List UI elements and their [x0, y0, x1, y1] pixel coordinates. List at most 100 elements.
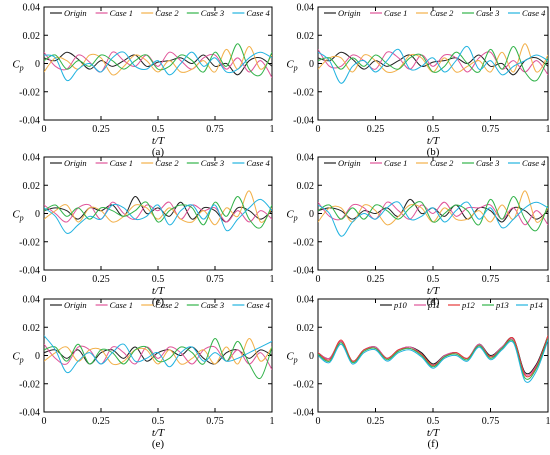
x-tick-label: 0.25 [92, 416, 110, 427]
y-tick-label: 0.02 [297, 181, 315, 192]
panel-caption: (e) [152, 438, 165, 450]
series-line-p13 [318, 338, 548, 380]
x-tick-label: 0.25 [367, 274, 385, 285]
legend-label: Origin [64, 158, 87, 168]
x-tick-label: 0.5 [152, 416, 165, 427]
y-tick-label: 0.02 [297, 31, 315, 42]
y-tick-label: 0.04 [23, 3, 41, 14]
plot-frame [43, 156, 273, 271]
legend-label: Case 2 [155, 8, 179, 18]
x-tick-label: 0.5 [427, 124, 440, 135]
x-tick-label: 1 [270, 416, 275, 427]
series-line-case-3 [44, 43, 272, 77]
y-axis-label: Cp [286, 59, 297, 73]
chart-c: 0.040.020-0.02-0.040 0.25 0.5 0.75 1Cpt/T(c)… [12, 153, 274, 309]
legend-label: Case 2 [430, 8, 454, 18]
y-axis-label: Cp [12, 59, 23, 73]
y-tick-label: 0 [35, 351, 40, 362]
legend-label: Case 1 [384, 158, 407, 168]
x-tick-label: 1 [270, 124, 275, 135]
legend-label: p10 [393, 300, 408, 310]
series-line-case-3 [44, 196, 272, 229]
legend-label: Case 3 [201, 8, 224, 18]
series-line-case-1 [44, 51, 272, 78]
panel-caption: (f) [428, 438, 439, 450]
x-tick-label: 0.25 [367, 124, 385, 135]
y-tick-label: 0 [309, 209, 314, 220]
series-line-case-1 [318, 49, 548, 76]
chart-d: 0.040.020-0.02-0.040 0.25 0.5 0.75 1Cpt/T(d)… [286, 153, 550, 309]
y-tick-label: 0.04 [297, 3, 315, 14]
plot-frame [317, 6, 549, 121]
legend-label: Origin [338, 158, 361, 168]
legend-label: Case 4 [522, 158, 546, 168]
legend-label: Case 2 [155, 300, 179, 310]
x-tick-label: 0 [42, 124, 47, 135]
x-axis-label: t/T [427, 427, 440, 439]
x-tick-label: 0 [316, 124, 321, 135]
x-tick-label: 0.25 [92, 124, 110, 135]
y-tick-label: -0.04 [19, 408, 40, 419]
legend-label: Case 3 [476, 8, 499, 18]
legend-label: Origin [338, 8, 361, 18]
x-tick-label: 1 [546, 416, 550, 427]
legend-label: Case 4 [246, 8, 270, 18]
x-tick-label: 0.75 [482, 274, 500, 285]
series-line-case-3 [44, 338, 272, 380]
y-tick-label: 0.04 [23, 295, 41, 306]
chart-e: 0.040.020-0.02-0.040 0.25 0.5 0.75 1Cpt/T(e)… [12, 295, 274, 451]
x-tick-label: 0.5 [152, 274, 165, 285]
x-tick-label: 0.75 [206, 416, 224, 427]
y-axis-label: Cp [286, 209, 297, 223]
x-tick-label: 0.5 [152, 124, 165, 135]
plot-frame [43, 298, 273, 413]
y-tick-label: 0.04 [297, 295, 315, 306]
legend-label: Case 2 [155, 158, 179, 168]
x-tick-label: 0.25 [367, 416, 385, 427]
plot-frame [43, 6, 273, 121]
series-line-p14 [318, 339, 548, 383]
x-axis-label: t/T [427, 285, 440, 297]
x-tick-label: 1 [546, 274, 550, 285]
series-line-case-2 [44, 338, 272, 366]
chart-b: 0.040.020-0.02-0.040 0.25 0.5 0.75 1Cpt/T(b)… [286, 3, 550, 159]
legend-label: Origin [64, 8, 87, 18]
y-tick-label: 0.04 [23, 153, 41, 164]
series-line-origin [44, 51, 272, 76]
legend-label: Case 4 [522, 8, 546, 18]
x-tick-label: 0.5 [427, 416, 440, 427]
legend-label: Case 1 [384, 8, 407, 18]
x-tick-label: 0 [42, 274, 47, 285]
y-tick-label: -0.02 [293, 379, 314, 390]
series-line-case-4 [44, 51, 272, 82]
x-tick-label: 0.75 [482, 124, 500, 135]
x-tick-label: 0 [42, 416, 47, 427]
plot-frame [317, 298, 549, 413]
x-tick-label: 0 [316, 416, 321, 427]
y-tick-label: -0.04 [293, 266, 314, 277]
y-tick-label: 0 [35, 59, 40, 70]
legend-label: p11 [427, 300, 440, 310]
x-tick-label: 0 [316, 274, 321, 285]
y-tick-label: 0 [309, 59, 314, 70]
chart-a: 0.040.020-0.02-0.040 0.25 0.5 0.75 1Cpt/T(a)… [12, 3, 274, 159]
legend-label: Case 3 [201, 300, 224, 310]
y-tick-label: -0.02 [19, 87, 40, 98]
y-tick-label: -0.04 [19, 266, 40, 277]
y-axis-label: Cp [286, 351, 297, 365]
y-tick-label: -0.02 [293, 87, 314, 98]
series-line-case-1 [44, 343, 272, 370]
x-tick-label: 0.25 [92, 274, 110, 285]
legend-label: Case 1 [110, 158, 133, 168]
y-axis-label: Cp [12, 209, 23, 223]
y-axis-label: Cp [12, 351, 23, 365]
series-line-case-1 [318, 201, 548, 226]
series-line-case-4 [44, 198, 272, 234]
y-tick-label: -0.04 [19, 116, 40, 127]
legend-label: Case 4 [246, 158, 270, 168]
x-axis-label: t/T [152, 285, 165, 297]
x-axis-label: t/T [427, 135, 440, 147]
y-tick-label: 0 [35, 209, 40, 220]
y-tick-label: -0.04 [293, 408, 314, 419]
x-tick-label: 1 [270, 274, 275, 285]
